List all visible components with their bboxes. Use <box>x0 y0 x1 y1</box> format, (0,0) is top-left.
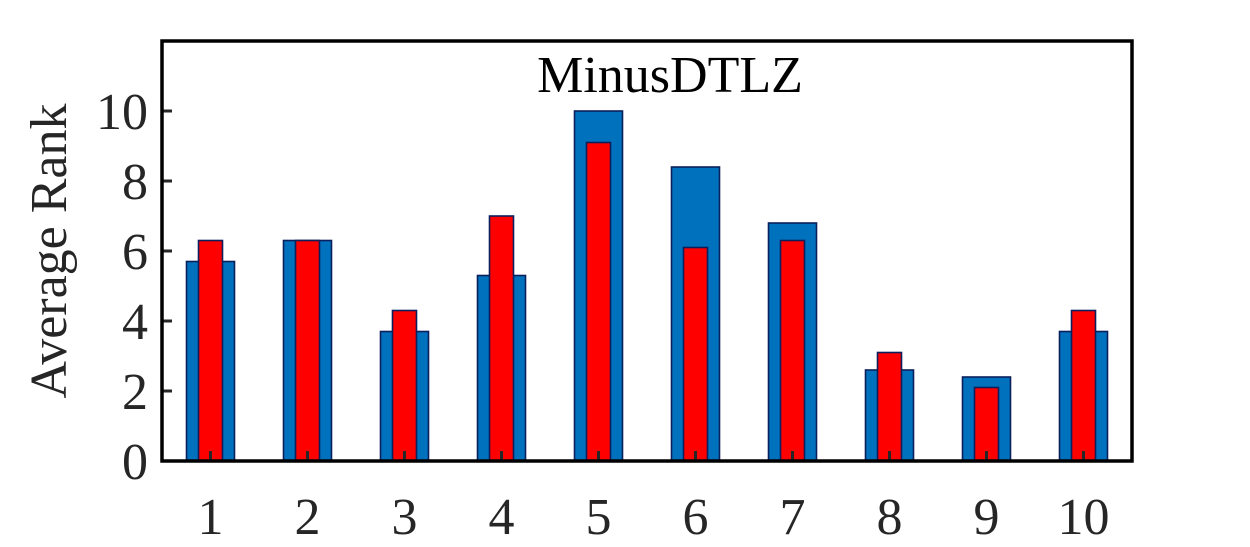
y-tick-label-10: 10 <box>96 84 148 141</box>
bar-series2-10 <box>1070 309 1097 462</box>
bar-series2-8 <box>876 351 903 462</box>
bar-series2-6 <box>682 246 709 462</box>
x-tick-label-9: 9 <box>974 489 1000 546</box>
bar-series2-3 <box>391 309 418 462</box>
x-tick-label-10: 10 <box>1058 489 1110 546</box>
bar-series2-4 <box>488 215 515 462</box>
x-tick-label-5: 5 <box>586 489 612 546</box>
x-tick-label-8: 8 <box>877 489 903 546</box>
y-tick-labels: 0 2 4 6 8 10 <box>96 84 148 491</box>
chart-title: MinusDTLZ <box>537 47 803 104</box>
y-tick-label-4: 4 <box>122 294 148 351</box>
x-tick-label-4: 4 <box>489 489 515 546</box>
plot-frame <box>160 39 1134 463</box>
bar-series2-2 <box>294 239 321 462</box>
y-tick-label-8: 8 <box>122 154 148 211</box>
bar-series2-9 <box>973 386 1000 462</box>
bar-series2-1 <box>197 239 224 462</box>
y-axis-title: Average Rank <box>21 103 78 398</box>
x-tick-label-3: 3 <box>392 489 418 546</box>
bar-series2-7 <box>779 239 806 462</box>
x-tick-labels: 1 2 3 4 5 6 7 8 9 10 <box>198 489 1110 546</box>
x-tick-label-2: 2 <box>295 489 321 546</box>
y-tick-label-6: 6 <box>122 224 148 281</box>
x-tick-label-6: 6 <box>683 489 709 546</box>
bar-series2-5 <box>585 141 612 462</box>
y-tick-label-0: 0 <box>122 434 148 491</box>
bars-group <box>185 110 1109 462</box>
y-tick-label-2: 2 <box>122 364 148 421</box>
x-tick-label-1: 1 <box>198 489 224 546</box>
x-tick-label-7: 7 <box>780 489 806 546</box>
